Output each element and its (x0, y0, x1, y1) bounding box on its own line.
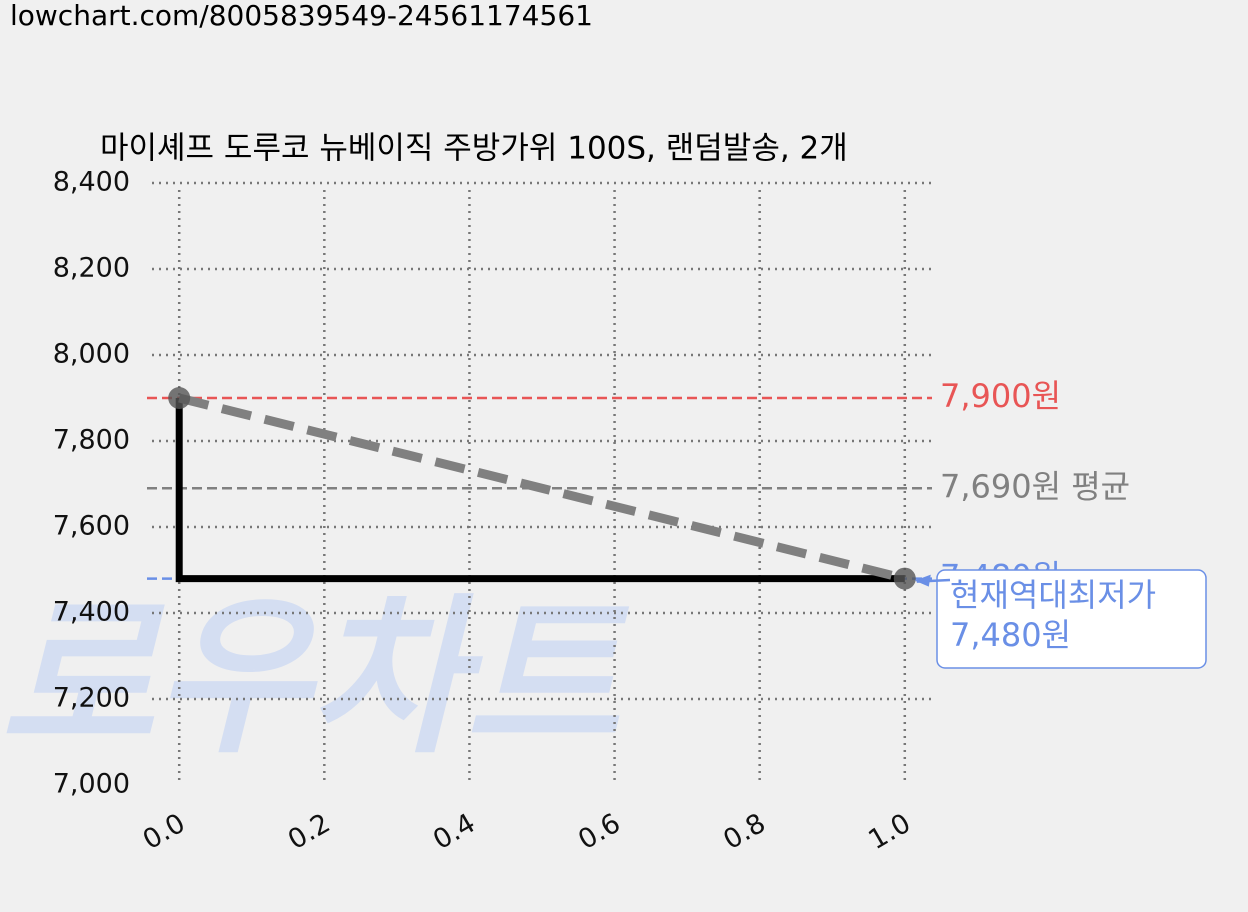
annotation-arrowhead (914, 574, 931, 587)
y-tick-label: 8,000 (53, 339, 130, 370)
price-line (178, 393, 906, 583)
annotation-box (936, 569, 1207, 669)
price-line (175, 398, 905, 583)
chart-title: 마이셰프 도루코 뉴베이직 주방가위 100S, 랜덤발송, 2개 (100, 131, 848, 167)
point-marker (168, 387, 191, 409)
reference-label: 7,690원 평균 (940, 467, 1130, 505)
annotation-text: 현재역대최저가 (950, 576, 1156, 614)
y-tick-label: 7,600 (53, 511, 130, 542)
y-tick-label: 7,400 (53, 597, 130, 628)
reference-label: 7,900원 (940, 377, 1061, 415)
y-tick-label: 8,200 (53, 253, 130, 284)
url: lowchart.com/8005839549-24561174561 (10, 0, 593, 32)
y-tick-label: 8,400 (53, 167, 130, 198)
annotation-text: 7,480원 (950, 616, 1071, 654)
point-marker (893, 567, 916, 590)
y-tick-label: 7,800 (53, 425, 130, 456)
y-tick-label: 7,200 (53, 683, 130, 714)
y-tick-label: 7,000 (53, 769, 130, 800)
